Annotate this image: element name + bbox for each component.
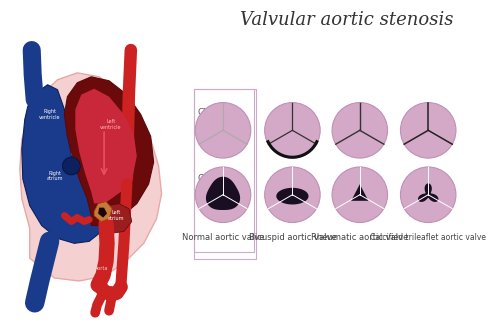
Polygon shape (276, 188, 308, 204)
Polygon shape (206, 177, 240, 210)
Text: Closed: Closed (198, 108, 228, 117)
Polygon shape (20, 73, 162, 281)
Text: Left
atrium: Left atrium (108, 210, 124, 221)
Circle shape (196, 167, 251, 222)
Text: Valvular aortic stenosis: Valvular aortic stenosis (240, 11, 454, 29)
Text: Left
ventricle: Left ventricle (100, 119, 122, 130)
Text: Bicuspid aortic valve: Bicuspid aortic valve (248, 233, 336, 242)
Polygon shape (351, 184, 368, 201)
Text: Calcified trileaflet aortic valve: Calcified trileaflet aortic valve (370, 233, 486, 242)
Circle shape (264, 103, 320, 158)
Polygon shape (94, 202, 112, 221)
Polygon shape (76, 89, 137, 204)
Polygon shape (64, 77, 154, 225)
Circle shape (400, 167, 456, 222)
Text: Right
atrium: Right atrium (46, 171, 63, 181)
Circle shape (400, 103, 456, 158)
Text: Rheumatic aortic valve: Rheumatic aortic valve (311, 233, 408, 242)
Circle shape (332, 167, 388, 222)
Polygon shape (22, 85, 104, 243)
Text: Normal aortic valve: Normal aortic valve (182, 233, 264, 242)
Text: Open: Open (198, 174, 222, 183)
Circle shape (264, 167, 320, 222)
Bar (194, 89, 254, 252)
Circle shape (196, 103, 251, 158)
Text: Right
ventricle: Right ventricle (39, 109, 60, 120)
Text: Aorta: Aorta (96, 266, 109, 271)
Circle shape (332, 103, 388, 158)
Circle shape (62, 157, 80, 175)
Polygon shape (99, 204, 132, 233)
Polygon shape (418, 183, 438, 202)
Bar (194, 89, 256, 259)
Polygon shape (98, 208, 107, 217)
